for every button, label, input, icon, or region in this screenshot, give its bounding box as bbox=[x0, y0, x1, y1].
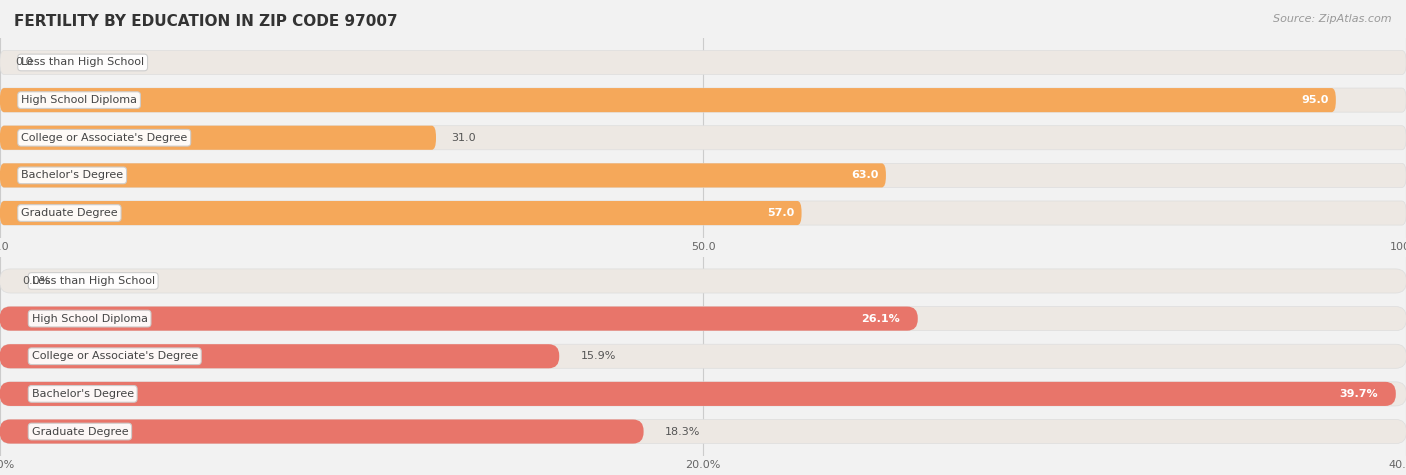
Text: Less than High School: Less than High School bbox=[31, 276, 155, 286]
FancyBboxPatch shape bbox=[0, 419, 644, 444]
FancyBboxPatch shape bbox=[0, 126, 436, 150]
FancyBboxPatch shape bbox=[0, 201, 1406, 225]
Text: 18.3%: 18.3% bbox=[665, 427, 700, 437]
Text: College or Associate's Degree: College or Associate's Degree bbox=[31, 351, 198, 361]
FancyBboxPatch shape bbox=[0, 88, 1336, 112]
Text: College or Associate's Degree: College or Associate's Degree bbox=[21, 133, 187, 143]
FancyBboxPatch shape bbox=[0, 306, 918, 331]
Text: 57.0: 57.0 bbox=[768, 208, 794, 218]
FancyBboxPatch shape bbox=[0, 201, 801, 225]
FancyBboxPatch shape bbox=[0, 269, 1406, 293]
Text: High School Diploma: High School Diploma bbox=[21, 95, 138, 105]
FancyBboxPatch shape bbox=[0, 88, 1406, 112]
Text: Graduate Degree: Graduate Degree bbox=[21, 208, 118, 218]
Text: 0.0%: 0.0% bbox=[22, 276, 51, 286]
FancyBboxPatch shape bbox=[0, 163, 886, 188]
FancyBboxPatch shape bbox=[0, 163, 1406, 188]
Text: 15.9%: 15.9% bbox=[581, 351, 616, 361]
Text: Graduate Degree: Graduate Degree bbox=[31, 427, 128, 437]
Text: 31.0: 31.0 bbox=[451, 133, 477, 143]
FancyBboxPatch shape bbox=[0, 126, 1406, 150]
Text: 63.0: 63.0 bbox=[852, 171, 879, 180]
Text: 0.0: 0.0 bbox=[15, 57, 34, 67]
FancyBboxPatch shape bbox=[0, 344, 1406, 368]
FancyBboxPatch shape bbox=[0, 382, 1396, 406]
Text: Bachelor's Degree: Bachelor's Degree bbox=[31, 389, 134, 399]
FancyBboxPatch shape bbox=[0, 50, 1406, 75]
Text: Source: ZipAtlas.com: Source: ZipAtlas.com bbox=[1274, 14, 1392, 24]
Text: High School Diploma: High School Diploma bbox=[31, 314, 148, 323]
Text: 26.1%: 26.1% bbox=[860, 314, 900, 323]
FancyBboxPatch shape bbox=[0, 419, 1406, 444]
FancyBboxPatch shape bbox=[0, 382, 1406, 406]
FancyBboxPatch shape bbox=[0, 306, 1406, 331]
Text: 39.7%: 39.7% bbox=[1340, 389, 1378, 399]
Text: 95.0: 95.0 bbox=[1302, 95, 1329, 105]
FancyBboxPatch shape bbox=[0, 344, 560, 368]
Text: Bachelor's Degree: Bachelor's Degree bbox=[21, 171, 124, 180]
Text: Less than High School: Less than High School bbox=[21, 57, 145, 67]
Text: FERTILITY BY EDUCATION IN ZIP CODE 97007: FERTILITY BY EDUCATION IN ZIP CODE 97007 bbox=[14, 14, 398, 29]
